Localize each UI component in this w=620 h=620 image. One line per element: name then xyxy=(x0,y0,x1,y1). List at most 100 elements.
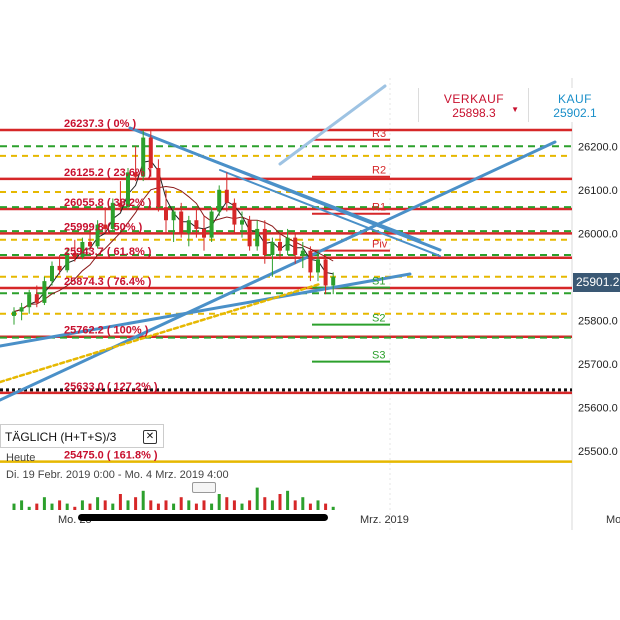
volume-bar xyxy=(210,503,214,510)
candle-body xyxy=(179,211,184,234)
volume-bar xyxy=(80,500,84,510)
candle-body xyxy=(255,228,260,247)
volume-bar xyxy=(96,497,100,510)
trendline xyxy=(219,169,441,257)
volume-bar xyxy=(35,503,39,510)
candle-body xyxy=(285,237,290,251)
pivot-label: R2 xyxy=(372,165,386,177)
caret-down-icon: ▼ xyxy=(511,105,519,114)
candle-body xyxy=(156,168,161,208)
candle-body xyxy=(118,202,123,208)
current-price-tag: 25901.2 xyxy=(573,273,620,292)
pivot-label: S1 xyxy=(372,276,385,288)
y-tick-label: 26200.0 xyxy=(578,141,618,153)
sell-quote-button[interactable]: VERKAUF 25898.3 ▼ xyxy=(418,88,529,122)
candle-body xyxy=(19,307,24,312)
y-tick-label: 26100.0 xyxy=(578,185,618,197)
volume-bar xyxy=(156,503,160,510)
volume-bar xyxy=(58,500,62,510)
fib-label: 26125.2 ( 23.6% ) xyxy=(64,167,152,179)
candle-body xyxy=(95,224,100,247)
candle-body xyxy=(209,211,214,238)
volume-bar xyxy=(164,500,168,510)
scroll-bar[interactable] xyxy=(78,514,328,521)
pivot-label: R3 xyxy=(372,128,386,140)
volume-bar xyxy=(179,497,183,510)
volume-bar xyxy=(278,494,282,510)
fib-label: 25475.0 ( 161.8% ) xyxy=(64,450,158,462)
volume-bar xyxy=(12,503,16,510)
fib-label: 26237.3 ( 0% ) xyxy=(64,118,136,130)
volume-bar xyxy=(73,506,77,510)
period-selector[interactable]: TÄGLICH (H+T+S)/3 ✕ xyxy=(0,424,164,448)
volume-bar xyxy=(308,503,312,510)
sell-label: VERKAUF xyxy=(443,92,505,106)
candle-body xyxy=(308,250,313,273)
pivot-label: S3 xyxy=(372,350,385,362)
candle-body xyxy=(72,252,77,258)
range-slider-handle[interactable] xyxy=(192,482,216,493)
candle-body xyxy=(65,252,70,271)
pivot-label: R1 xyxy=(372,202,386,214)
buy-quote-button[interactable]: KAUF 25902.1 xyxy=(528,88,620,122)
candle-body xyxy=(103,224,108,229)
volume-bar xyxy=(172,503,176,510)
candle-body xyxy=(34,294,39,303)
candle-body xyxy=(224,189,229,203)
fib-label: 25999.8 ( 50% ) xyxy=(64,221,143,233)
volume-bar xyxy=(27,506,31,510)
volume-bar xyxy=(111,503,115,510)
candle-body xyxy=(133,172,138,177)
volume-bar xyxy=(316,500,320,510)
sell-value: 25898.3 xyxy=(452,106,496,120)
volume-bar xyxy=(270,500,274,510)
trendline xyxy=(0,272,412,348)
candle-body xyxy=(270,241,275,256)
volume-bar xyxy=(134,497,138,510)
candle-body xyxy=(300,250,305,256)
volume-bar xyxy=(126,500,130,510)
candle-body xyxy=(57,265,62,271)
volume-bar xyxy=(293,500,297,510)
volume-bar xyxy=(20,500,24,510)
fib-label: 26055.8 ( 38.2% ) xyxy=(64,197,152,209)
y-tick-label: 25700.0 xyxy=(578,359,618,371)
candle-body xyxy=(126,172,130,208)
candle-body xyxy=(194,220,199,229)
candle-body xyxy=(164,207,168,221)
y-tick-label: 25600.0 xyxy=(578,402,618,414)
volume-bar xyxy=(202,500,206,510)
volume-bar xyxy=(217,494,221,510)
y-tick-label: 25800.0 xyxy=(578,315,618,327)
candle-body xyxy=(27,294,32,308)
chart-svg: 26237.3 ( 0% ) 26125.2 ( 23.6% ) 26055.8 (… xyxy=(0,78,620,530)
chart-area[interactable]: 26237.3 ( 0% ) 26125.2 ( 23.6% ) 26055.8 (… xyxy=(0,78,620,530)
volume-bar xyxy=(50,503,54,510)
volume-bar xyxy=(149,500,153,510)
trendline xyxy=(0,140,557,402)
close-icon[interactable]: ✕ xyxy=(143,430,157,444)
candle-body xyxy=(80,241,85,258)
volume-bar xyxy=(255,487,259,510)
candle-body xyxy=(110,202,115,229)
buy-value: 25902.1 xyxy=(553,106,597,120)
volume-bar xyxy=(194,503,198,510)
volume-bar xyxy=(331,506,335,510)
volume-bar xyxy=(65,503,69,510)
candle-body xyxy=(316,259,320,273)
x-tick-label: Mrz. 2019 xyxy=(360,514,409,526)
candle-body xyxy=(331,276,336,286)
volume-bar xyxy=(42,497,46,510)
volume-bar xyxy=(286,490,290,510)
volume-bar xyxy=(118,494,122,510)
volume-bar xyxy=(187,500,191,510)
candle-body xyxy=(323,259,328,286)
volume-bar xyxy=(248,500,252,510)
fib-label: 25874.3 ( 76.4% ) xyxy=(64,276,152,288)
candle-body xyxy=(148,137,153,169)
volume-bar xyxy=(301,497,305,510)
volume-bar xyxy=(232,500,236,510)
candle-body xyxy=(293,237,298,256)
candle-body xyxy=(186,220,191,234)
volume-bar xyxy=(225,497,229,510)
